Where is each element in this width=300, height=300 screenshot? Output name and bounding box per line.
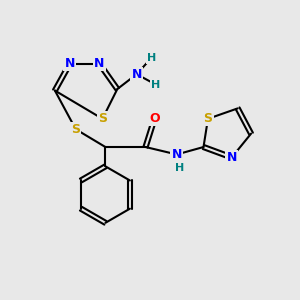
Text: N: N <box>64 57 75 70</box>
Text: H: H <box>151 80 160 90</box>
Text: N: N <box>94 57 105 70</box>
Text: N: N <box>172 148 182 161</box>
Text: N: N <box>131 68 142 81</box>
Text: S: S <box>203 112 212 125</box>
Text: S: S <box>98 112 107 125</box>
Text: H: H <box>147 53 156 63</box>
Text: N: N <box>226 151 237 164</box>
Text: O: O <box>149 112 160 125</box>
Text: S: S <box>71 123 80 136</box>
Text: H: H <box>175 163 184 173</box>
